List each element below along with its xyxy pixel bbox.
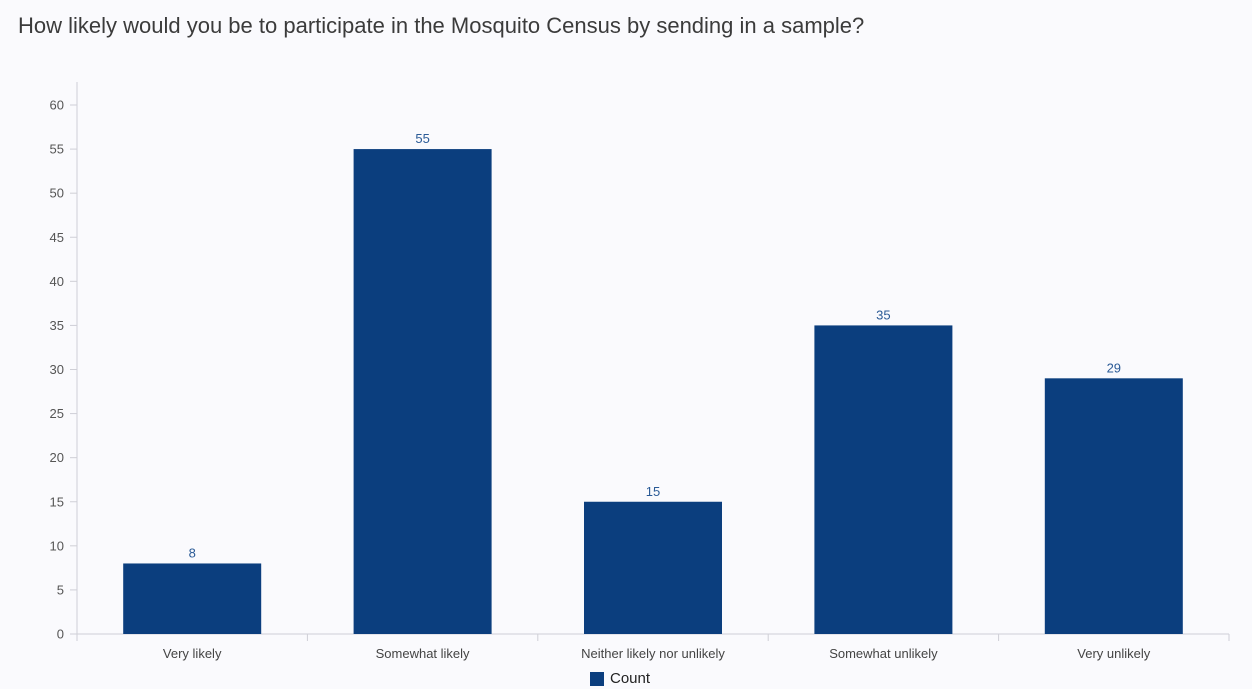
y-tick-label: 60 [50,98,64,113]
bar [1044,378,1183,634]
bar-value-label: 8 [189,545,196,560]
y-tick-label: 50 [50,186,64,201]
x-category-label: Very unlikely [1077,646,1150,661]
chart-title: How likely would you be to participate i… [18,13,865,38]
bar [353,149,492,635]
bar [123,563,262,634]
x-category-label: Very likely [163,646,222,661]
bar-series: 8 55 15 35 29 [123,131,1183,635]
x-category-label: Somewhat likely [376,646,470,661]
y-tick-label: 15 [50,494,64,509]
y-tick-label: 45 [50,230,64,245]
y-tick-label: 5 [57,582,64,597]
x-category-label: Somewhat unlikely [829,646,938,661]
x-category-label: Neither likely nor unlikely [581,646,725,661]
y-tick-label: 40 [50,274,64,289]
y-tick-label: 25 [50,406,64,421]
y-tick-label: 0 [57,627,64,642]
bar-value-label: 55 [415,131,429,146]
legend: Count [590,670,650,687]
bar-value-label: 35 [876,307,890,322]
y-tick-label: 20 [50,450,64,465]
y-axis: 0 5 10 15 20 25 30 35 40 45 50 55 60 [50,82,78,642]
y-tick-label: 30 [50,362,64,377]
x-axis: Very likely Somewhat likely Neither likely… [76,633,1230,661]
legend-label: Count [610,670,651,687]
bar [584,501,722,634]
bar [814,325,953,634]
bar-value-label: 15 [646,484,660,499]
legend-swatch [590,671,604,686]
y-tick-label: 55 [50,142,64,157]
y-tick-label: 35 [50,318,64,333]
y-tick-label: 10 [50,538,64,553]
bar-value-label: 29 [1107,360,1121,375]
